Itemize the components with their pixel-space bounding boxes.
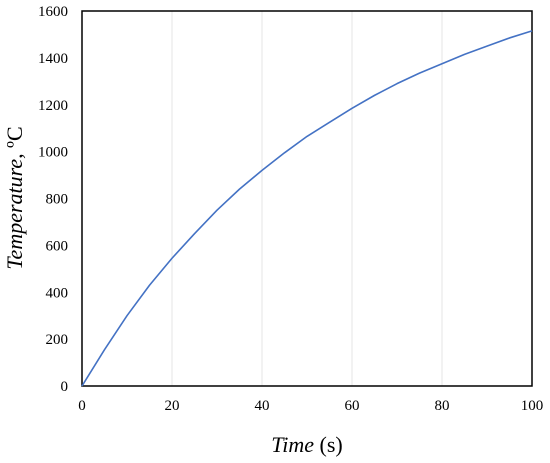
y-tick-label: 600 [46, 238, 69, 254]
y-tick-label: 400 [46, 285, 69, 301]
x-tick-label: 40 [255, 398, 270, 414]
y-tick-label: 1600 [38, 4, 68, 20]
x-tick-labels: 0 20 40 60 80 100 [78, 398, 543, 414]
y-axis-title: Temperature, ºC [2, 126, 27, 269]
series-line [81, 30, 533, 387]
series-layer [81, 30, 533, 387]
y-tick-label: 800 [46, 192, 69, 208]
y-tick-labels: 0 200 400 600 800 1000 1200 1400 1600 [38, 4, 68, 395]
x-axis-title-main: Time [271, 432, 314, 457]
x-tick-label: 60 [345, 398, 360, 414]
x-axis-title: Time (s) [271, 432, 343, 457]
x-axis-title-unit: (s) [314, 432, 343, 457]
y-tick-label: 0 [61, 379, 69, 395]
y-tick-label: 200 [46, 332, 69, 348]
y-tick-label: 1000 [38, 145, 68, 161]
grid-lines [171, 11, 443, 386]
plot-area-border [81, 10, 533, 387]
x-tick-label: 80 [435, 398, 450, 414]
y-tick-label: 1200 [38, 98, 68, 114]
y-axis-title-unit: ºC [2, 126, 27, 153]
x-tick-label: 0 [78, 398, 86, 414]
x-tick-label: 20 [165, 398, 180, 414]
y-axis-title-main: Temperature, [2, 153, 27, 269]
y-tick-label: 1400 [38, 51, 68, 67]
x-tick-label: 100 [521, 398, 544, 414]
